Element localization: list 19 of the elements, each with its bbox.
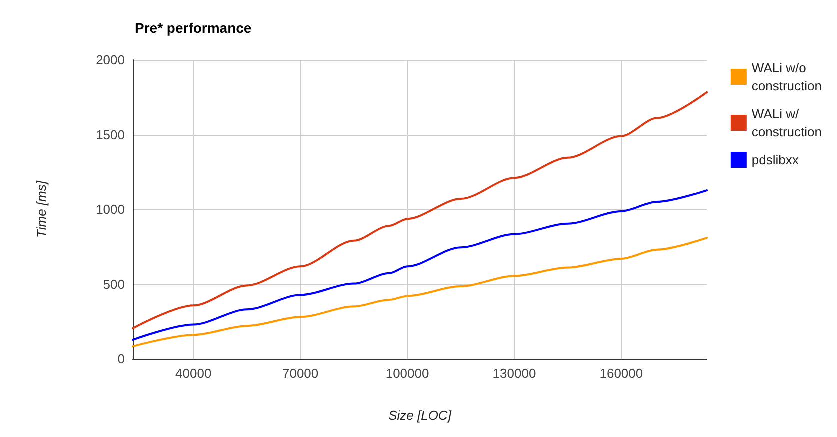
y-tick-label: 1500 [96,127,125,142]
chart-title: Pre* performance [135,20,252,36]
legend-label: pdslibxx [752,152,800,168]
y-tick-label: 1000 [96,202,125,217]
x-tick-label: 100000 [386,366,430,381]
x-axis-title: Size [LOC] [388,408,452,423]
legend-label: WALi w/o construction [752,60,822,94]
y-axis-title: Time [ms] [34,180,49,238]
line-series [132,91,708,330]
y-tick-label: 0 [118,352,125,366]
x-tick-label: 160000 [600,366,644,381]
y-tick-label: 2000 [96,52,125,68]
y-tick-label: 500 [103,276,125,292]
line-series [132,237,708,348]
legend-label: WALi w/ construction [752,106,822,140]
x-tick-label: 40000 [176,366,212,381]
x-tick-label: 130000 [492,366,536,381]
line-series [132,190,708,342]
x-tick-label: 70000 [282,366,319,381]
